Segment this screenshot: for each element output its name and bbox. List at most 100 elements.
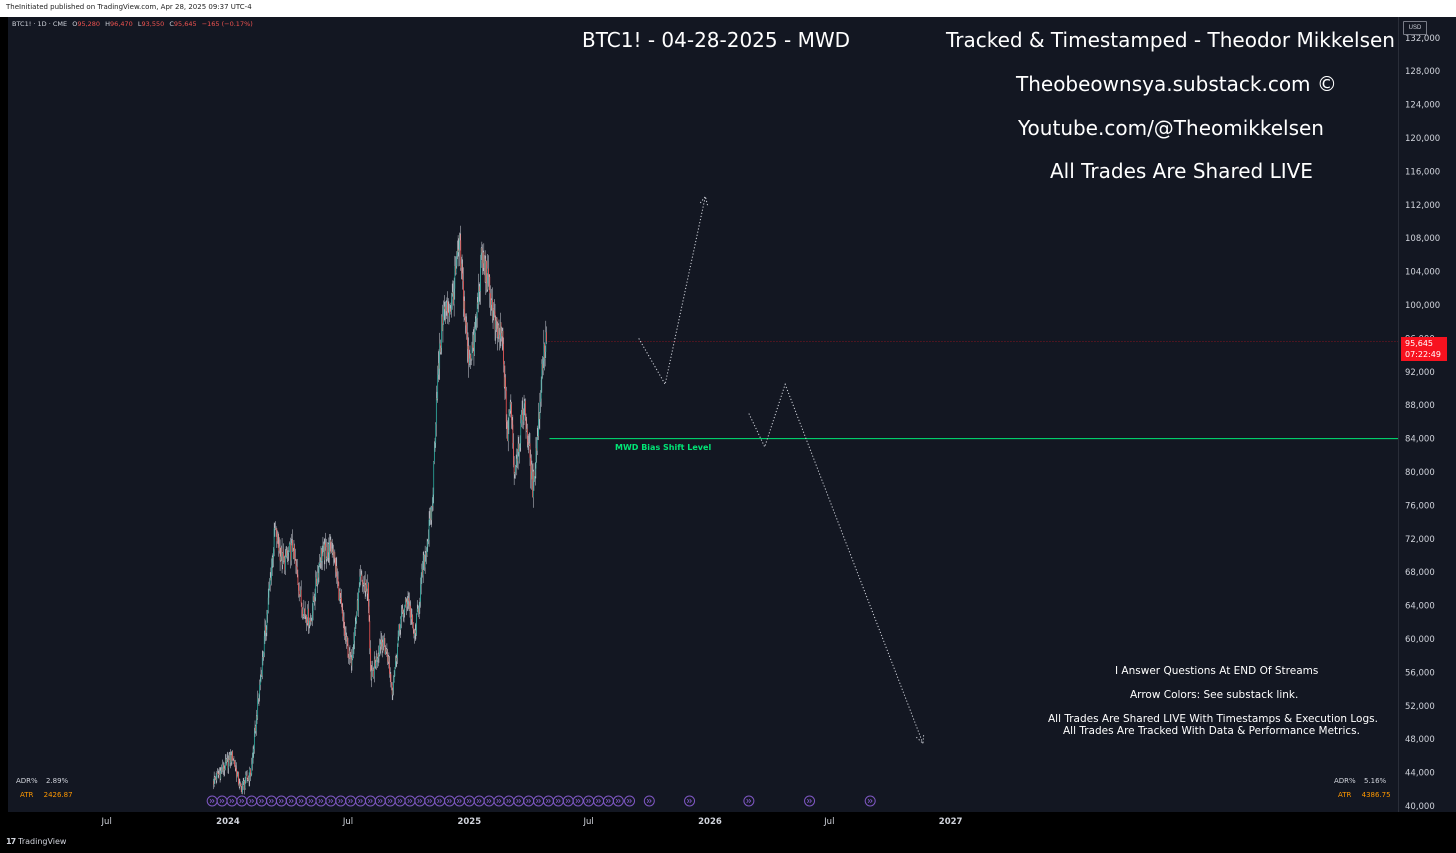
candle-body <box>215 778 216 780</box>
candle-body <box>446 301 448 303</box>
projection-bullish <box>638 196 706 386</box>
candle-body <box>362 580 363 586</box>
candle-body <box>468 358 470 365</box>
candle-body <box>523 403 525 422</box>
adr-left-label: ADR% <box>16 777 38 785</box>
candle-body <box>385 651 386 655</box>
candle-body <box>358 591 359 611</box>
candle-body <box>286 555 288 557</box>
candle-body <box>214 777 216 779</box>
candle-body <box>215 779 217 781</box>
candle-body <box>313 596 315 601</box>
candle-body <box>232 751 234 761</box>
candle-body <box>219 773 221 779</box>
candle-body <box>530 457 532 480</box>
event-marker-chevron <box>417 798 423 804</box>
candle-body <box>335 558 336 572</box>
candle-body <box>308 608 309 627</box>
candle-body <box>275 527 276 530</box>
candle-body <box>348 657 350 659</box>
candle-body <box>327 552 328 558</box>
candle-body <box>219 773 220 774</box>
candle-body <box>453 288 455 304</box>
candle-body <box>376 654 378 661</box>
event-marker-chevron <box>229 798 235 804</box>
candle-body <box>468 345 470 365</box>
candle-body <box>490 293 491 310</box>
candle-body <box>465 321 467 326</box>
candle-body <box>382 646 384 652</box>
candle-body <box>491 300 493 305</box>
candle-body <box>498 325 500 335</box>
candle-body <box>501 333 503 337</box>
candle-body <box>385 649 387 652</box>
candle-body <box>495 317 497 321</box>
y-tick-label: 120,000 <box>1405 134 1440 144</box>
candle-body <box>474 332 475 355</box>
candle-body <box>304 608 305 611</box>
candle-body <box>415 630 417 636</box>
legend-o-value: 95,280 <box>77 20 101 28</box>
candle-body <box>528 444 530 446</box>
price-scale[interactable] <box>1398 17 1456 812</box>
candle-body <box>309 620 311 625</box>
y-tick-label: 56,000 <box>1405 668 1435 678</box>
event-marker-chevron <box>447 798 452 804</box>
candle-body <box>493 309 495 311</box>
y-tick-label: 104,000 <box>1405 268 1440 278</box>
y-tick-label: 80,000 <box>1405 468 1435 478</box>
candle-body <box>327 543 329 553</box>
questions-text: I Answer Questions At END Of Streams <box>1115 665 1319 677</box>
candle-body <box>521 411 522 424</box>
candle-body <box>248 776 249 780</box>
legend-l-label: L <box>137 20 142 28</box>
candle-body <box>439 343 441 353</box>
chart-pane[interactable] <box>8 17 1398 812</box>
candle-body <box>435 424 437 443</box>
event-marker-chevron <box>526 798 532 804</box>
candle-body <box>331 548 333 554</box>
event-marker-chevron <box>456 798 462 804</box>
candle-body <box>222 764 224 771</box>
candle-body <box>375 654 377 667</box>
event-marker-chevron <box>605 798 611 804</box>
event-marker-icon <box>804 795 816 807</box>
candle-body <box>482 252 484 264</box>
y-tick-label: 44,000 <box>1405 769 1435 779</box>
x-tick-label: 2025 <box>457 817 481 827</box>
candle-body <box>344 629 346 636</box>
event-marker-icon <box>624 795 636 807</box>
candle-body <box>264 626 266 636</box>
candle-body <box>225 759 227 763</box>
candle-body <box>405 598 407 602</box>
candle-body <box>246 774 248 780</box>
candle-body <box>508 412 510 430</box>
candle-body <box>524 400 526 420</box>
x-tick-label: 2027 <box>939 817 963 827</box>
candle-body <box>422 569 423 576</box>
candle-body <box>396 658 398 662</box>
candle-body <box>507 427 508 441</box>
event-marker-chevron <box>486 798 492 804</box>
candle-body <box>345 634 347 641</box>
candle-body <box>341 597 342 605</box>
candle-body <box>367 582 369 594</box>
candle-body <box>343 620 345 630</box>
candle-body <box>370 648 371 667</box>
candle-body <box>331 548 332 553</box>
candle-body <box>463 300 465 309</box>
candle-body <box>288 543 290 552</box>
candle-body <box>522 408 524 420</box>
event-marker-chevron <box>338 798 344 804</box>
candle-body <box>296 565 297 568</box>
candle-body <box>255 726 257 732</box>
candle-body <box>281 548 283 565</box>
tradingview-logo[interactable]: 17 TradingView <box>6 837 66 846</box>
candle-body <box>540 398 541 402</box>
currency-button[interactable]: USD <box>1403 21 1427 35</box>
candle-body <box>263 652 265 658</box>
candle-body <box>330 539 332 553</box>
candle-body <box>459 234 461 241</box>
candle-body <box>293 545 295 559</box>
candle-body <box>292 540 294 551</box>
